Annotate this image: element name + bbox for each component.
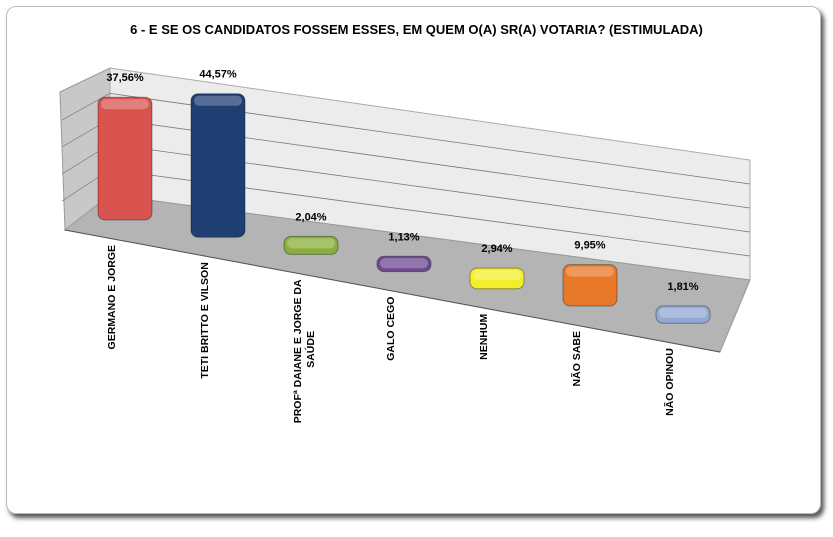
bar-top <box>659 307 707 318</box>
category-label: TETI BRITTO E VILSON <box>199 262 211 378</box>
bar-top <box>287 238 335 249</box>
data-label: 2,04% <box>295 211 326 223</box>
category-label: PROFª DAIANE E JORGE DA <box>292 279 304 423</box>
data-label: 9,95% <box>574 240 605 252</box>
category-label: SAÚDE <box>304 331 317 368</box>
bar-top <box>566 266 614 277</box>
bar-5 <box>562 264 618 307</box>
bar <box>97 96 153 221</box>
bar-top <box>473 270 521 281</box>
x-axis <box>64 229 721 353</box>
category-label: GERMANO E JORGE <box>106 245 118 349</box>
bar-0 <box>97 96 153 221</box>
gridline <box>61 93 111 121</box>
bar <box>655 305 711 324</box>
data-label: 1,81% <box>667 281 698 293</box>
category-label: NÃO SABE <box>570 331 583 386</box>
bar-6 <box>655 305 711 324</box>
data-label: 2,94% <box>481 243 512 255</box>
bar-3 <box>376 255 432 273</box>
bar <box>283 235 339 255</box>
bar-top <box>380 258 428 269</box>
data-label: 1,13% <box>388 231 419 243</box>
category-label: NENHUM <box>478 314 490 360</box>
bar-top <box>101 99 149 110</box>
chart-title: 6 - E SE OS CANDIDATOS FOSSEM ESSES, EM … <box>130 22 703 37</box>
category-label: GALO CEGO <box>385 297 397 361</box>
bar-top <box>194 95 242 106</box>
data-label: 37,56% <box>106 72 144 84</box>
bar-4 <box>469 267 525 290</box>
bar <box>469 267 525 290</box>
category-label: NÃO OPINOU <box>663 348 676 416</box>
bar-2 <box>283 235 339 255</box>
data-label: 44,57% <box>199 69 237 81</box>
bar-1 <box>190 93 246 238</box>
bar <box>376 255 432 273</box>
bar <box>562 264 618 307</box>
bar <box>190 93 246 238</box>
